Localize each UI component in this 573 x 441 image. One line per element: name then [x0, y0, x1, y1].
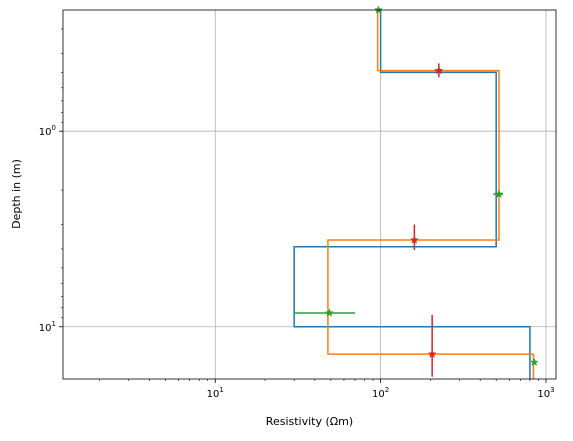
data-point-marker	[427, 349, 437, 358]
y-tick-label-0: 100	[39, 124, 56, 138]
y-axis-label: Depth in (m)	[10, 159, 23, 229]
x-tick-label-1: 102	[372, 386, 389, 400]
plot-background	[63, 10, 556, 379]
series-line-0	[293, 10, 531, 379]
y-tick-label-1: 101	[39, 320, 56, 334]
x-tick-label-2: 103	[537, 386, 554, 400]
data-point-marker	[409, 235, 419, 244]
x-tick-label-0: 101	[207, 386, 224, 400]
data-point-marker	[494, 189, 504, 199]
data-point-marker	[434, 65, 444, 75]
marker-layer	[294, 5, 539, 377]
x-axis-label: Resistivity (Ωm)	[266, 415, 353, 428]
plot-frame	[62, 9, 557, 380]
data-point-marker	[529, 357, 539, 367]
data-point-marker	[324, 308, 334, 317]
ticks: 101 102 103 100 101	[39, 28, 555, 400]
